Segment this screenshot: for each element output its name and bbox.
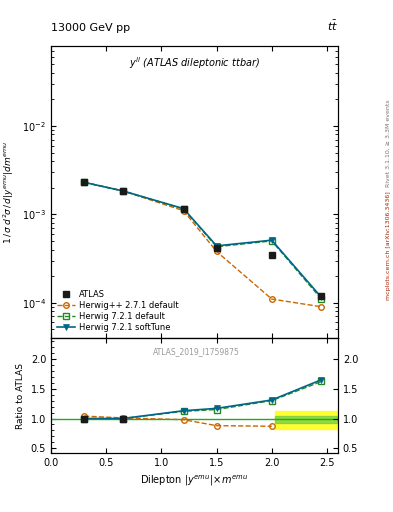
Herwig 7.2.1 softTune xyxy=(214,243,219,249)
Herwig++ 2.7.1 default xyxy=(120,188,125,194)
Herwig 7.2.1 softTune xyxy=(181,205,186,211)
Text: mcplots.cern.ch [arXiv:1306.3436]: mcplots.cern.ch [arXiv:1306.3436] xyxy=(386,191,391,300)
Y-axis label: Ratio to ATLAS: Ratio to ATLAS xyxy=(16,362,25,429)
Bar xyxy=(275,416,338,423)
Text: 13000 GeV pp: 13000 GeV pp xyxy=(51,23,130,33)
Herwig++ 2.7.1 default xyxy=(319,304,324,310)
Herwig 7.2.1 default xyxy=(82,179,86,185)
Herwig++ 2.7.1 default xyxy=(181,207,186,214)
Herwig 7.2.1 default xyxy=(181,206,186,212)
Herwig 7.2.1 default xyxy=(319,296,324,302)
Herwig 7.2.1 default xyxy=(270,238,274,244)
Herwig 7.2.1 softTune xyxy=(319,294,324,301)
ATLAS xyxy=(181,206,186,212)
Herwig 7.2.1 softTune xyxy=(270,237,274,243)
Text: ATLAS_2019_I1759875: ATLAS_2019_I1759875 xyxy=(153,347,240,356)
Text: Rivet 3.1.10, ≥ 3.3M events: Rivet 3.1.10, ≥ 3.3M events xyxy=(386,99,391,187)
Legend: ATLAS, Herwig++ 2.7.1 default, Herwig 7.2.1 default, Herwig 7.2.1 softTune: ATLAS, Herwig++ 2.7.1 default, Herwig 7.… xyxy=(55,288,180,334)
Y-axis label: $1\,/\,\sigma\;d^2\!\sigma\,/\,d|y^{emu}|dm^{emu}$: $1\,/\,\sigma\;d^2\!\sigma\,/\,d|y^{emu}… xyxy=(2,140,17,244)
Herwig 7.2.1 default xyxy=(214,244,219,250)
Herwig 7.2.1 softTune xyxy=(120,188,125,194)
Bar xyxy=(275,411,338,429)
Herwig++ 2.7.1 default xyxy=(270,296,274,302)
ATLAS xyxy=(82,179,86,185)
Herwig 7.2.1 softTune xyxy=(82,179,86,185)
ATLAS xyxy=(319,293,324,299)
ATLAS xyxy=(270,251,274,258)
ATLAS xyxy=(120,187,125,194)
Herwig++ 2.7.1 default xyxy=(214,248,219,254)
Herwig 7.2.1 default xyxy=(120,188,125,194)
Herwig++ 2.7.1 default xyxy=(82,179,86,185)
ATLAS xyxy=(214,245,219,251)
Line: ATLAS: ATLAS xyxy=(81,179,325,299)
Line: Herwig++ 2.7.1 default: Herwig++ 2.7.1 default xyxy=(81,180,324,310)
Line: Herwig 7.2.1 softTune: Herwig 7.2.1 softTune xyxy=(81,179,325,301)
Text: $t\bar{t}$: $t\bar{t}$ xyxy=(327,19,338,33)
Line: Herwig 7.2.1 default: Herwig 7.2.1 default xyxy=(81,180,324,302)
X-axis label: Dilepton $|y^{emu}|\!\times\!m^{emu}$: Dilepton $|y^{emu}|\!\times\!m^{emu}$ xyxy=(140,474,249,488)
Text: $y^{ll}$ (ATLAS dileptonic ttbar): $y^{ll}$ (ATLAS dileptonic ttbar) xyxy=(129,55,260,71)
